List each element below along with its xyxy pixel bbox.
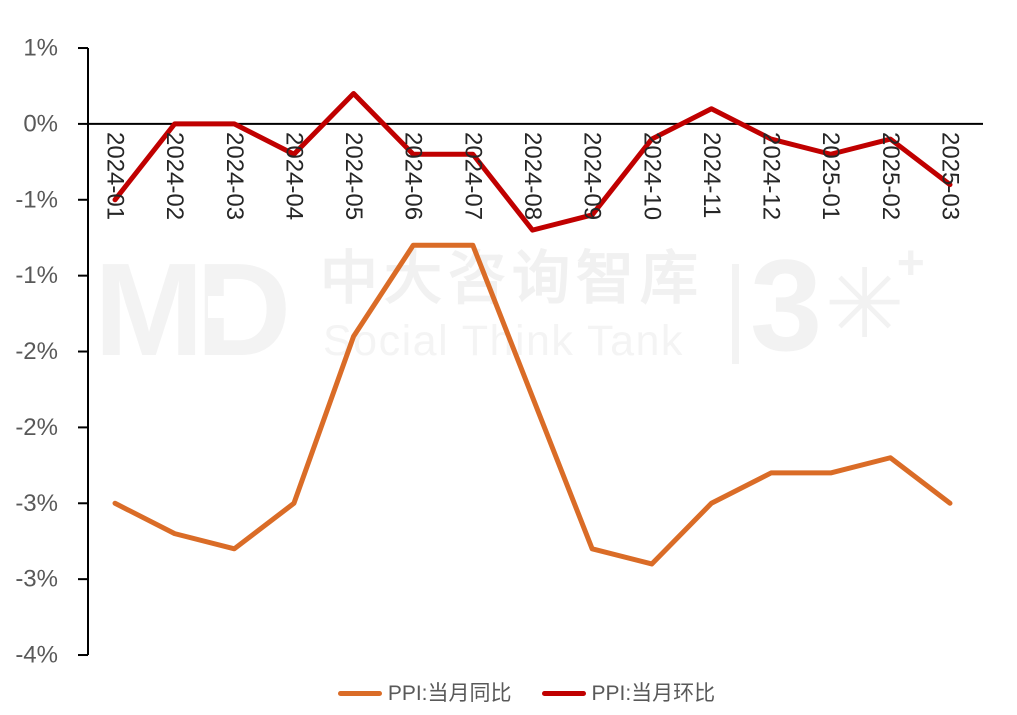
legend-label-yoy: PPI:当月同比 [387, 682, 512, 705]
y-tick-label-6: -3% [15, 490, 58, 517]
x-tick-label-2025-02: 2025-02 [877, 132, 904, 220]
plus-icon: + [896, 237, 925, 290]
series-line-yoy [112, 242, 953, 567]
x-tick-label-2024-07: 2024-07 [459, 132, 486, 220]
watermark-cn-title: 中大咨询智库 [320, 246, 705, 311]
x-tick-label-2024-01: 2024-01 [102, 132, 129, 220]
x-tick-label-2025-03: 2025-03 [937, 132, 964, 220]
x-tick-label-2024-06: 2024-06 [400, 132, 427, 220]
zhongda-logo: MD [94, 236, 291, 383]
x-tick-label-2024-09: 2024-09 [579, 132, 606, 220]
x-tick-label-2024-02: 2024-02 [161, 132, 188, 220]
x-tick-label-2025-01: 2025-01 [817, 132, 844, 220]
y-tick-label-8: -4% [15, 642, 58, 669]
x-tick-label-2024-11: 2024-11 [698, 132, 725, 218]
y-tick-label-0: 1% [23, 35, 58, 62]
x-tick-label-2024-05: 2024-05 [340, 132, 367, 220]
starburst-icon: ✳ [824, 251, 905, 358]
y-tick-label-7: -3% [15, 566, 58, 593]
x-tick-label-2024-12: 2024-12 [758, 132, 785, 220]
legend-swatch-yoy [337, 690, 382, 697]
anniversary-30plus-logo: 3 ✳ + [750, 238, 925, 372]
x-tick-label-2024-04: 2024-04 [280, 132, 307, 220]
y-tick-label-5: -2% [15, 414, 58, 441]
legend-label-mom: PPI:当月环比 [591, 682, 716, 705]
x-tick-label-2024-03: 2024-03 [221, 132, 248, 220]
y-tick-label-1: 0% [23, 110, 58, 137]
x-tick-label-2024-08: 2024-08 [519, 132, 546, 220]
legend: PPI:当月同比 PPI:当月环比 [0, 683, 1017, 704]
y-tick-label-2: -1% [15, 186, 58, 213]
y-tick-label-4: -2% [15, 338, 58, 365]
y-tick-label-3: -1% [15, 262, 58, 289]
series-line-mom [112, 91, 953, 233]
watermark-divider [732, 264, 739, 364]
x-tick-label-2024-10: 2024-10 [638, 132, 665, 220]
zhongda-logo-notch [208, 296, 254, 318]
anniversary-digit: 3 [750, 232, 823, 378]
legend-item-mom: PPI:当月环比 [541, 682, 716, 705]
legend-item-yoy: PPI:当月同比 [337, 682, 512, 705]
legend-swatch-mom [541, 690, 586, 697]
